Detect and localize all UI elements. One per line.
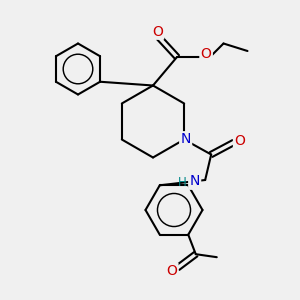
Text: N: N xyxy=(190,175,200,188)
Text: O: O xyxy=(166,264,177,278)
Text: N: N xyxy=(181,133,191,146)
Text: O: O xyxy=(152,25,163,38)
Text: H: H xyxy=(178,176,187,190)
Text: O: O xyxy=(234,134,245,148)
Text: O: O xyxy=(201,47,212,61)
